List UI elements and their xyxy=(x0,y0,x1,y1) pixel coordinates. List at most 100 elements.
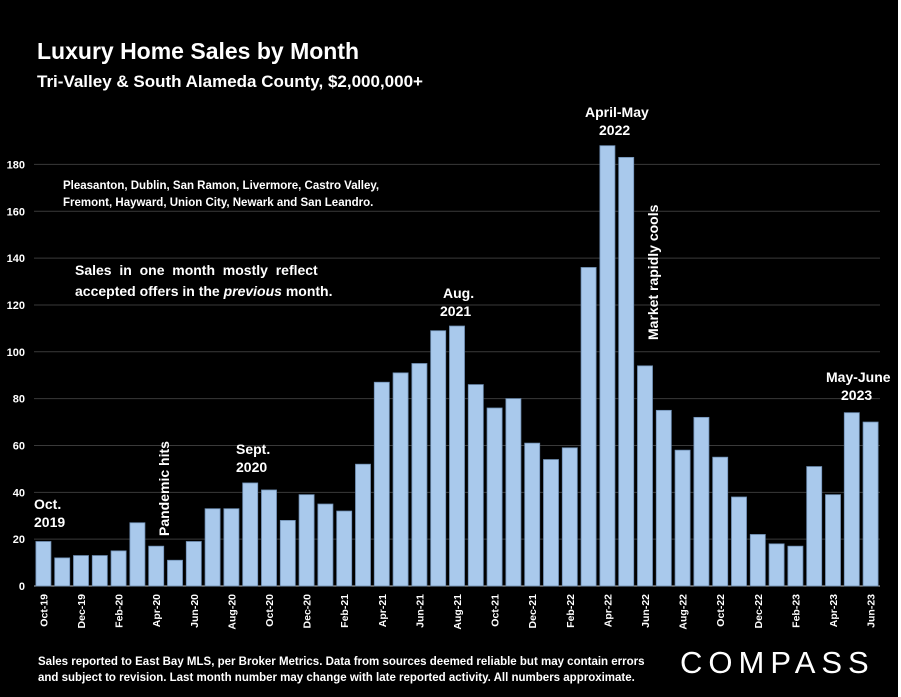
y-tick-label-20: 20 xyxy=(13,534,25,546)
annotation-pandemic: Pandemic hits xyxy=(156,441,172,536)
x-tick-label-Oct-22: Oct-22 xyxy=(715,594,727,627)
bar-Jul-21 xyxy=(430,330,447,587)
bar-Sep-21 xyxy=(467,384,484,587)
x-tick-label-Dec-20: Dec-20 xyxy=(302,594,314,629)
annotation-mayjune2023-line2: 2023 xyxy=(841,387,872,403)
bar-Sep-22 xyxy=(693,416,710,587)
annotation-note-line2: accepted offers in the previous month. xyxy=(75,283,333,299)
bar-May-20 xyxy=(167,559,183,587)
footnote-line-1: Sales reported to East Bay MLS, per Brok… xyxy=(38,656,645,668)
x-tick-label-Apr-21: Apr-21 xyxy=(377,594,389,627)
bar-Apr-21 xyxy=(373,381,390,587)
annotation-oct2019-line2: 2019 xyxy=(34,514,65,530)
annotation-sept2020-line2: 2020 xyxy=(236,459,267,475)
x-tick-label-Jun-20: Jun-20 xyxy=(189,594,201,628)
annotation-cities-line1: Pleasanton, Dublin, San Ramon, Livermore… xyxy=(63,180,379,192)
x-tick-label-Aug-21: Aug-21 xyxy=(452,594,464,630)
x-tick-label-Feb-21: Feb-21 xyxy=(339,594,351,628)
bar-Jan-20 xyxy=(91,555,108,587)
x-axis-labels: Oct-19 Dec-19 Feb-20 Apr-20 Jun-20 Aug-20 Oct-… xyxy=(38,594,877,630)
bar-Nov-21 xyxy=(505,398,522,587)
x-tick-label-Dec-21: Dec-21 xyxy=(527,594,539,629)
x-tick-label-Oct-21: Oct-21 xyxy=(490,594,502,627)
annotation-note-line1: Sales in one month mostly reflect xyxy=(75,262,318,278)
y-tick-label-0: 0 xyxy=(19,581,25,593)
y-tick-label-160: 160 xyxy=(7,206,25,218)
y-tick-label-120: 120 xyxy=(7,300,25,312)
bar-Jun-22 xyxy=(637,365,653,587)
compass-logo: COMPASS xyxy=(680,645,875,680)
bar-Dec-20 xyxy=(298,494,315,587)
bar-Dec-22 xyxy=(749,534,766,587)
annotation-aug2021-line1: Aug. xyxy=(443,285,474,301)
bar-Apr-23 xyxy=(825,494,841,587)
x-tick-label-Dec-22: Dec-22 xyxy=(753,594,765,629)
bar-Jan-22 xyxy=(543,459,559,587)
bar-Jan-21 xyxy=(317,503,334,587)
bar-Feb-23 xyxy=(787,545,804,587)
x-tick-label-Feb-23: Feb-23 xyxy=(790,594,802,628)
bar-Oct-22 xyxy=(712,456,729,587)
annotation-cities-line2: Fremont, Hayward, Union City, Newark and… xyxy=(63,197,373,209)
x-tick-label-Feb-22: Feb-22 xyxy=(565,594,577,628)
bar-Feb-21 xyxy=(336,510,353,587)
bar-Mar-22 xyxy=(580,267,597,587)
bar-Aug-21 xyxy=(449,325,465,587)
bar-Nov-22 xyxy=(731,496,747,587)
bar-Jul-22 xyxy=(655,409,672,587)
annotations: Oct. 2019 Pandemic hits Sept. 2020 Aug. … xyxy=(34,104,891,536)
y-tick-label-80: 80 xyxy=(13,394,25,406)
x-tick-label-Jun-21: Jun-21 xyxy=(414,594,426,628)
bar-May-22 xyxy=(618,156,635,587)
bar-Mar-20 xyxy=(129,522,146,587)
y-tick-label-60: 60 xyxy=(13,440,25,452)
x-tick-label-Oct-20: Oct-20 xyxy=(264,594,276,627)
bar-Feb-22 xyxy=(561,447,578,587)
bar-Nov-19 xyxy=(54,557,71,587)
bar-May-23 xyxy=(843,412,860,587)
bar-Jun-23 xyxy=(862,421,879,587)
x-tick-label-Aug-20: Aug-20 xyxy=(226,594,238,630)
bar-May-21 xyxy=(392,372,409,587)
footnote-line-2: and subject to revision. Last month numb… xyxy=(38,672,635,684)
chart-subtitle: Tri-Valley & South Alameda County, $2,00… xyxy=(37,72,423,91)
bar-Mar-23 xyxy=(806,466,823,587)
bar-Dec-19 xyxy=(73,555,89,587)
annotation-market-cools: Market rapidly cools xyxy=(645,204,661,340)
x-tick-label-Feb-20: Feb-20 xyxy=(114,594,126,628)
annotation-aprilmay2022-line1: April-May xyxy=(585,104,649,120)
x-tick-label-Jun-23: Jun-23 xyxy=(866,594,878,628)
annotation-aug2021-line2: 2021 xyxy=(440,303,471,319)
bar-Apr-22 xyxy=(599,145,616,587)
note-line2-c: month. xyxy=(282,283,333,299)
x-tick-label-Apr-20: Apr-20 xyxy=(151,594,163,627)
bar-Jun-20 xyxy=(185,541,202,587)
bars xyxy=(35,145,879,587)
bar-Jul-20 xyxy=(204,508,221,587)
bar-Nov-20 xyxy=(279,520,296,587)
y-tick-label-180: 180 xyxy=(7,159,25,171)
note-line2-a: accepted offers in the xyxy=(75,283,224,299)
bar-Dec-21 xyxy=(524,442,541,587)
source-footnote: Sales reported to East Bay MLS, per Brok… xyxy=(38,654,658,686)
x-tick-label-Oct-19: Oct-19 xyxy=(38,594,50,627)
x-tick-label-Apr-22: Apr-22 xyxy=(602,594,614,627)
annotation-sept2020-line1: Sept. xyxy=(236,441,270,457)
x-tick-label-Apr-23: Apr-23 xyxy=(828,594,840,627)
annotation-oct2019-line1: Oct. xyxy=(34,496,61,512)
bar-Oct-19 xyxy=(35,541,52,587)
x-tick-label-Jun-22: Jun-22 xyxy=(640,594,652,628)
bar-Jan-23 xyxy=(768,543,785,587)
y-tick-label-100: 100 xyxy=(7,347,25,359)
x-tick-label-Aug-22: Aug-22 xyxy=(678,594,690,630)
y-tick-label-40: 40 xyxy=(13,487,25,499)
note-line2-b: previous xyxy=(223,283,283,299)
bar-Oct-20 xyxy=(261,489,277,587)
bar-Feb-20 xyxy=(110,550,127,587)
x-tick-label-Dec-19: Dec-19 xyxy=(76,594,88,629)
y-tick-label-140: 140 xyxy=(7,253,25,265)
annotation-aprilmay2022-line2: 2022 xyxy=(599,122,630,138)
bar-Aug-20 xyxy=(223,508,240,587)
